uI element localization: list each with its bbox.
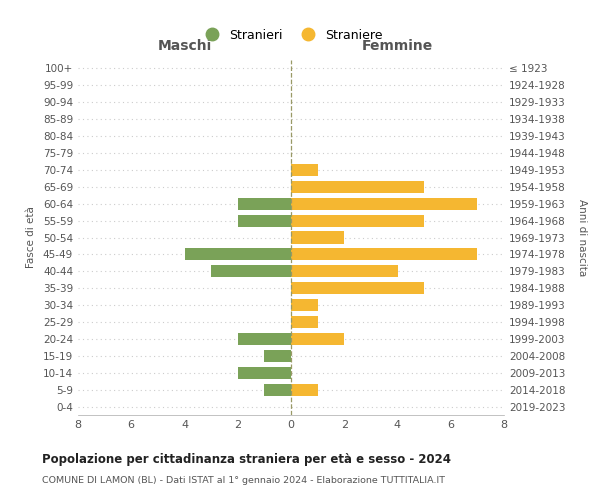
Bar [291,232,344,243]
Bar [291,198,478,210]
Bar [291,180,424,193]
Bar [265,350,291,362]
Bar [238,214,291,226]
Bar [211,265,291,278]
Bar [291,248,478,260]
Bar [238,198,291,210]
Legend: Stranieri, Straniere: Stranieri, Straniere [194,24,388,46]
Bar [238,366,291,379]
Y-axis label: Fasce di età: Fasce di età [26,206,36,268]
Bar [185,248,291,260]
Y-axis label: Anni di nascita: Anni di nascita [577,199,587,276]
Bar [291,333,344,345]
Bar [291,299,317,311]
Bar [265,384,291,396]
Text: Maschi: Maschi [157,39,212,53]
Bar [291,265,398,278]
Bar [291,316,317,328]
Bar [291,384,317,396]
Text: COMUNE DI LAMON (BL) - Dati ISTAT al 1° gennaio 2024 - Elaborazione TUTTITALIA.I: COMUNE DI LAMON (BL) - Dati ISTAT al 1° … [42,476,445,485]
Bar [238,333,291,345]
Text: Femmine: Femmine [362,39,433,53]
Text: Popolazione per cittadinanza straniera per età e sesso - 2024: Popolazione per cittadinanza straniera p… [42,452,451,466]
Bar [291,164,317,176]
Bar [291,282,424,294]
Bar [291,214,424,226]
